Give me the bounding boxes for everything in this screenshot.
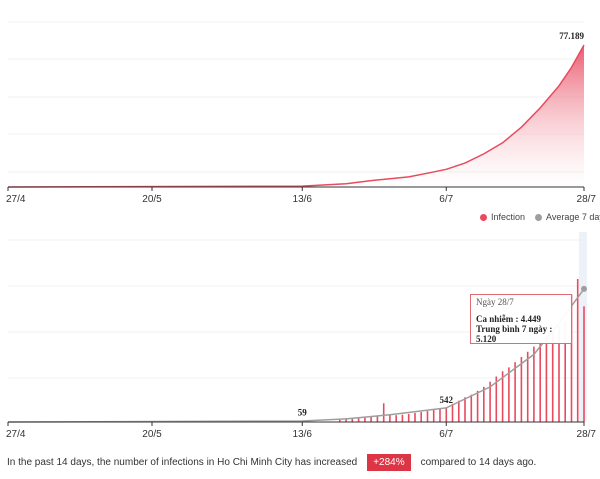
- x-tick-label-bottom: 28/7: [577, 429, 597, 440]
- daily-bar: [458, 400, 460, 422]
- daily-bar: [345, 418, 347, 422]
- daily-bar: [508, 367, 510, 422]
- summary-after: compared to 14 days ago.: [420, 457, 537, 468]
- daily-bar: [445, 407, 448, 422]
- daily-bar: [564, 320, 566, 422]
- increase-badge: +284%: [367, 454, 411, 471]
- daily-bar: [464, 397, 466, 422]
- x-tick-label-bottom: 20/5: [142, 429, 162, 440]
- x-tick-label-top: 13/6: [293, 194, 313, 205]
- bar-annotation: 542: [440, 395, 454, 405]
- daily-bar: [426, 411, 429, 422]
- tooltip-date: Ngày 28/7: [476, 297, 514, 307]
- daily-bar: [501, 371, 504, 422]
- x-tick-label-bottom: 13/6: [293, 429, 313, 440]
- legend-infection-label: Infection: [491, 212, 526, 222]
- daily-bar: [539, 341, 541, 422]
- x-tick-label-bottom: 6/7: [439, 429, 453, 440]
- daily-bar: [533, 346, 535, 422]
- daily-bar: [526, 351, 529, 422]
- average-point-hover: [581, 285, 587, 292]
- legend-average-label: Average 7 days: [546, 212, 600, 222]
- x-tick-label-bottom: 27/4: [6, 429, 26, 440]
- daily-bar: [414, 412, 416, 422]
- bar-annotation: 59: [298, 407, 308, 417]
- daily-bar: [545, 336, 548, 422]
- legend-infection-dot: [480, 213, 487, 221]
- daily-bar: [432, 409, 435, 422]
- cumulative-line: [7, 44, 585, 188]
- daily-bar: [451, 403, 454, 422]
- daily-bar: [420, 412, 422, 422]
- tooltip-infections: Ca nhiễm : 4.449: [476, 314, 541, 324]
- summary-before: In the past 14 days, the number of infec…: [7, 457, 358, 468]
- daily-bar: [470, 394, 473, 422]
- daily-bar: [495, 376, 498, 422]
- daily-bar: [395, 415, 397, 422]
- chart-tooltip: Ngày 28/7 Ca nhiễm : 4.449 Trung bình 7 …: [470, 294, 572, 344]
- daily-bar: [551, 331, 554, 422]
- daily-bar: [370, 416, 372, 422]
- tooltip-average: Trung bình 7 ngày : 5.120: [476, 324, 553, 344]
- hover-highlight: [579, 232, 587, 422]
- daily-bar: [364, 417, 366, 422]
- daily-bar: [476, 390, 479, 422]
- daily-bar: [401, 414, 404, 422]
- daily-bar: [558, 325, 560, 422]
- summary-text: In the past 14 days, the number of infec…: [7, 454, 536, 471]
- x-tick-label-top: 28/7: [577, 194, 597, 205]
- daily-bar: [439, 408, 441, 422]
- daily-bar: [489, 381, 491, 422]
- daily-bar: [357, 417, 360, 422]
- chart-legend: Infection Average 7 days: [480, 212, 600, 222]
- x-tick-label-top: 20/5: [142, 194, 162, 205]
- daily-bar: [570, 294, 573, 422]
- legend-infection[interactable]: Infection: [480, 212, 525, 222]
- x-tick-label-top: 6/7: [439, 194, 453, 205]
- legend-average-dot: [535, 213, 543, 221]
- daily-bar: [339, 419, 341, 422]
- daily-bar: [389, 414, 391, 422]
- legend-average[interactable]: Average 7 days: [535, 212, 600, 222]
- end-value-label: 77.189: [559, 31, 584, 41]
- daily-bar: [583, 306, 585, 422]
- cumulative-area: [8, 45, 584, 187]
- daily-bar: [382, 403, 385, 422]
- daily-bar: [576, 279, 579, 422]
- daily-bar: [351, 417, 354, 422]
- x-tick-label-top: 27/4: [6, 194, 26, 205]
- daily-bar: [514, 362, 516, 422]
- daily-bar: [407, 413, 410, 422]
- daily-bar: [520, 357, 523, 422]
- daily-bar: [376, 415, 379, 422]
- daily-bar: [483, 386, 485, 422]
